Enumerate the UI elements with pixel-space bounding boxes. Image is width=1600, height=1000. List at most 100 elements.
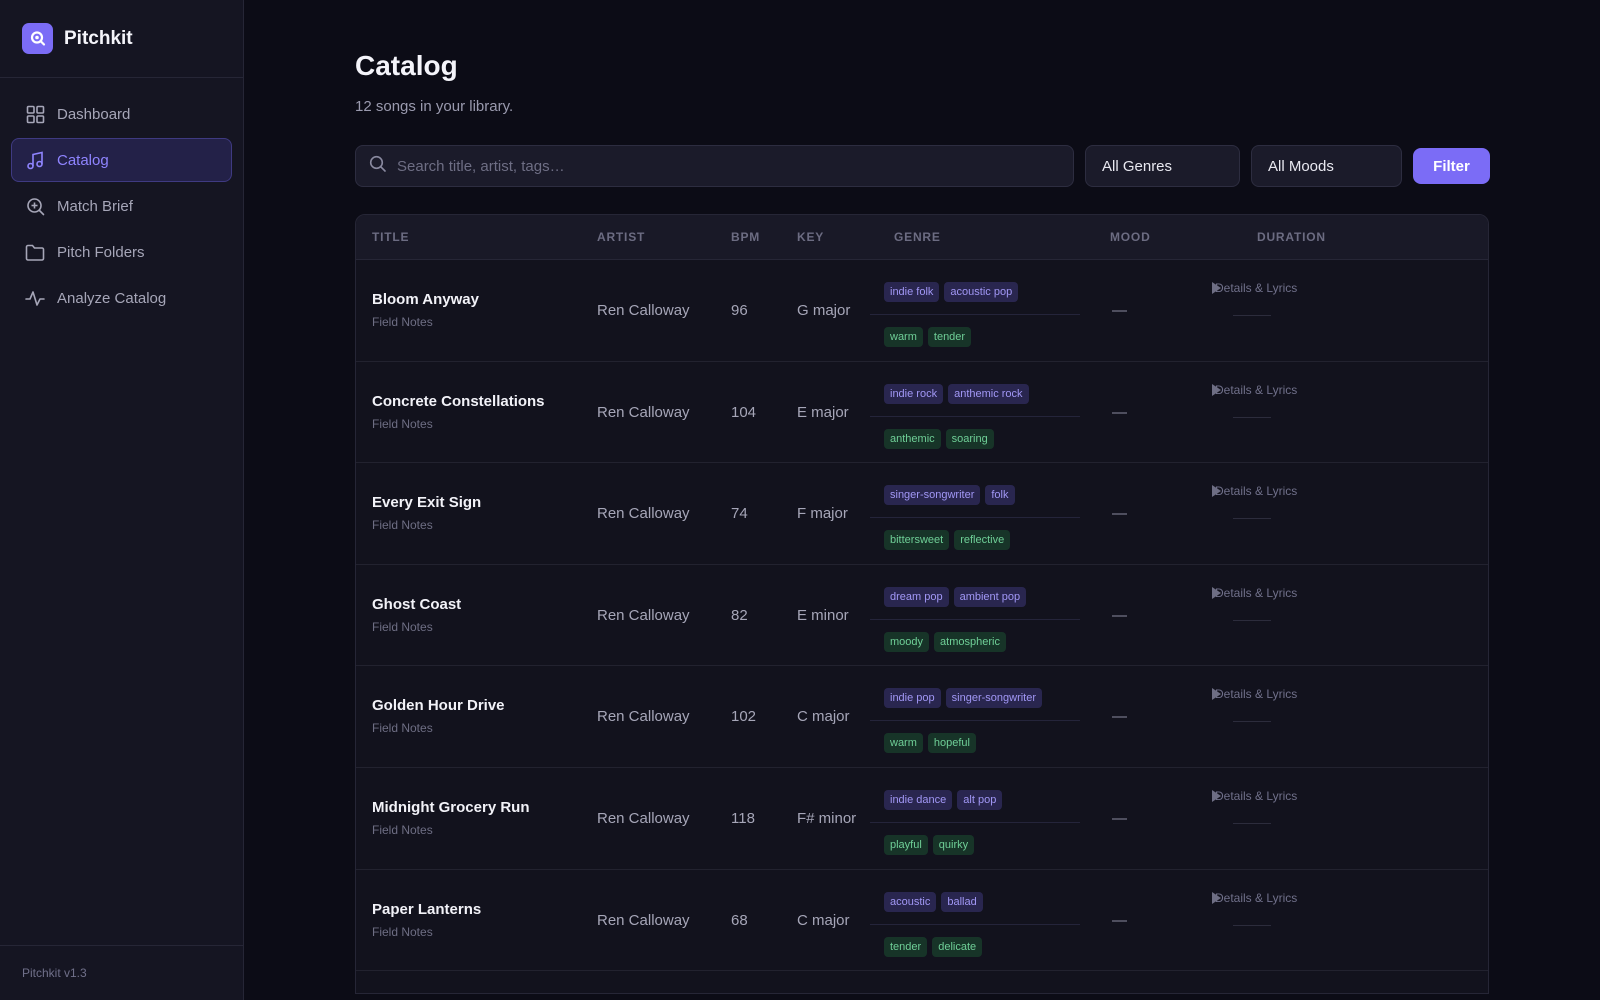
sidebar-item-label: Catalog — [57, 151, 109, 169]
details-lyrics-label: Details & Lyrics — [1215, 382, 1298, 397]
details-lyrics-link[interactable]: Details & Lyrics — [1212, 891, 1297, 905]
song-title[interactable]: Midnight Grocery Run — [372, 798, 530, 816]
mood-tag[interactable]: reflective — [954, 530, 1011, 551]
mood-tag[interactable]: delicate — [932, 936, 983, 957]
sidebar-item-label: Pitch Folders — [57, 243, 145, 261]
filter-button[interactable]: Filter — [1413, 148, 1490, 184]
details-lyrics-label: Details & Lyrics — [1215, 585, 1298, 600]
key-cell: F# minor — [797, 809, 857, 827]
brand[interactable]: Pitchkit — [0, 0, 243, 78]
genre-tag[interactable]: ballad — [941, 891, 983, 912]
genre-tag[interactable]: alt pop — [957, 789, 1003, 810]
tag-divider — [870, 923, 1080, 925]
details-lyrics-link[interactable]: Details & Lyrics — [1212, 789, 1297, 803]
key-cell: C major — [797, 708, 850, 726]
mood-tag[interactable]: hopeful — [927, 733, 976, 754]
play-icon[interactable] — [1212, 485, 1221, 498]
table-row[interactable]: Concrete Constellations Field Notes Ren Ca… — [356, 362, 1488, 464]
sidebar-item-dashboard[interactable]: Dashboard — [11, 92, 232, 136]
sidebar-item-pitch-folders[interactable]: Pitch Folders — [11, 230, 232, 274]
song-title[interactable]: Ghost Coast — [372, 595, 462, 613]
bpm-cell: 74 — [731, 505, 748, 523]
sidebar-item-match-brief[interactable]: Match Brief — [11, 184, 232, 228]
play-icon[interactable] — [1212, 789, 1221, 802]
song-title[interactable]: Golden Hour Drive — [372, 697, 505, 715]
genre-tag[interactable]: indie pop — [884, 688, 941, 709]
mood-tag[interactable]: bittersweet — [884, 530, 950, 551]
mood-select[interactable]: All Moods — [1251, 145, 1402, 187]
mood-tag[interactable]: playful — [884, 834, 928, 855]
table-row[interactable]: Bloom Anyway Field Notes Ren Calloway 96 G m… — [356, 260, 1488, 362]
details-lyrics-label: Details & Lyrics — [1215, 281, 1298, 295]
search-input[interactable] — [397, 157, 1037, 175]
play-icon[interactable] — [1212, 282, 1221, 294]
key-cell: F major — [797, 505, 848, 523]
mood-tags: moody atmospheric — [884, 631, 1094, 652]
play-icon[interactable] — [1212, 383, 1221, 396]
column-title[interactable]: TITLE — [372, 230, 410, 244]
genre-tag[interactable]: indie folk — [884, 282, 940, 302]
sidebar-item-analyze-catalog[interactable]: Analyze Catalog — [11, 276, 232, 320]
genre-tag[interactable]: singer-songwriter — [884, 485, 981, 506]
mood-value: — — [1112, 911, 1127, 929]
genre-tag[interactable]: indie dance — [884, 789, 953, 810]
song-title[interactable]: Bloom Anyway — [372, 291, 479, 308]
tag-divider — [870, 415, 1080, 417]
column-artist[interactable]: ARTIST — [597, 230, 646, 244]
column-genre[interactable]: GENRE — [894, 230, 941, 244]
genre-select[interactable]: All Genres — [1085, 145, 1240, 187]
table-row[interactable]: Golden Hour Drive Field Notes Ren Calloway… — [356, 666, 1488, 768]
search-box[interactable] — [355, 145, 1074, 187]
genre-tag[interactable]: ambient pop — [953, 586, 1027, 607]
sidebar-item-label: Analyze Catalog — [57, 289, 167, 307]
mood-tag[interactable]: warm — [884, 733, 923, 754]
tag-divider — [870, 618, 1080, 620]
genre-tag[interactable]: folk — [985, 485, 1015, 506]
details-lyrics-link[interactable]: Details & Lyrics — [1212, 484, 1297, 498]
mood-tag[interactable]: moody — [884, 631, 930, 652]
column-bpm[interactable]: BPM — [731, 230, 761, 244]
song-album: Field Notes — [372, 416, 433, 431]
mood-tag[interactable]: soaring — [945, 428, 994, 449]
details-lyrics-link[interactable]: Details & Lyrics — [1212, 281, 1297, 295]
details-lyrics-link[interactable]: Details & Lyrics — [1212, 687, 1297, 701]
mood-tag[interactable]: anthemic — [884, 428, 941, 449]
table-row[interactable]: Ghost Coast Field Notes Ren Calloway 82 E mi… — [356, 565, 1488, 667]
play-icon[interactable] — [1212, 688, 1221, 701]
genre-tags: dream pop ambient pop — [884, 586, 1094, 607]
genre-tag[interactable]: indie rock — [884, 383, 944, 404]
sidebar-item-catalog[interactable]: Catalog — [11, 138, 232, 182]
song-title[interactable]: Concrete Constellations — [372, 392, 545, 410]
mood-tag[interactable]: warm — [884, 327, 923, 347]
details-lyrics-link[interactable]: Details & Lyrics — [1212, 383, 1297, 397]
tag-divider — [870, 517, 1080, 519]
table-row[interactable]: Paper Lanterns Field Notes Ren Calloway 68 C… — [356, 870, 1488, 972]
genre-tags: indie dance alt pop — [884, 789, 1094, 810]
details-lyrics-label: Details & Lyrics — [1215, 788, 1298, 803]
table-row[interactable]: Every Exit Sign Field Notes Ren Calloway 74… — [356, 463, 1488, 565]
play-icon[interactable] — [1212, 891, 1221, 904]
column-mood[interactable]: MOOD — [1110, 230, 1151, 244]
mood-tag[interactable]: atmospheric — [934, 631, 1006, 652]
key-cell: E major — [797, 403, 849, 421]
genre-tag[interactable]: singer-songwriter — [945, 688, 1043, 709]
table-header: TITLE ARTIST BPM KEY GENRE MOOD DURATION — [356, 215, 1488, 260]
genre-tag[interactable]: dream pop — [884, 586, 949, 607]
mood-tag[interactable]: quirky — [932, 834, 975, 855]
details-lyrics-link[interactable]: Details & Lyrics — [1212, 586, 1297, 600]
bpm-cell: 118 — [731, 809, 755, 827]
title-cell: Bloom Anyway Field Notes — [372, 291, 479, 329]
song-title[interactable]: Every Exit Sign — [372, 494, 482, 512]
artist-cell: Ren Calloway — [597, 708, 690, 726]
mood-tag[interactable]: tender — [927, 327, 972, 347]
column-key[interactable]: KEY — [797, 230, 825, 244]
table-row[interactable]: Midnight Grocery Run Field Notes Ren Callo… — [356, 768, 1488, 870]
genre-tag[interactable]: anthemic rock — [948, 383, 1029, 404]
details-lyrics-label: Details & Lyrics — [1215, 687, 1298, 702]
genre-tag[interactable]: acoustic — [884, 891, 937, 912]
mood-tag[interactable]: tender — [884, 936, 928, 957]
play-icon[interactable] — [1212, 586, 1221, 599]
song-title[interactable]: Paper Lanterns — [372, 900, 482, 918]
genre-tag[interactable]: acoustic pop — [944, 282, 1019, 302]
column-duration[interactable]: DURATION — [1257, 230, 1326, 244]
